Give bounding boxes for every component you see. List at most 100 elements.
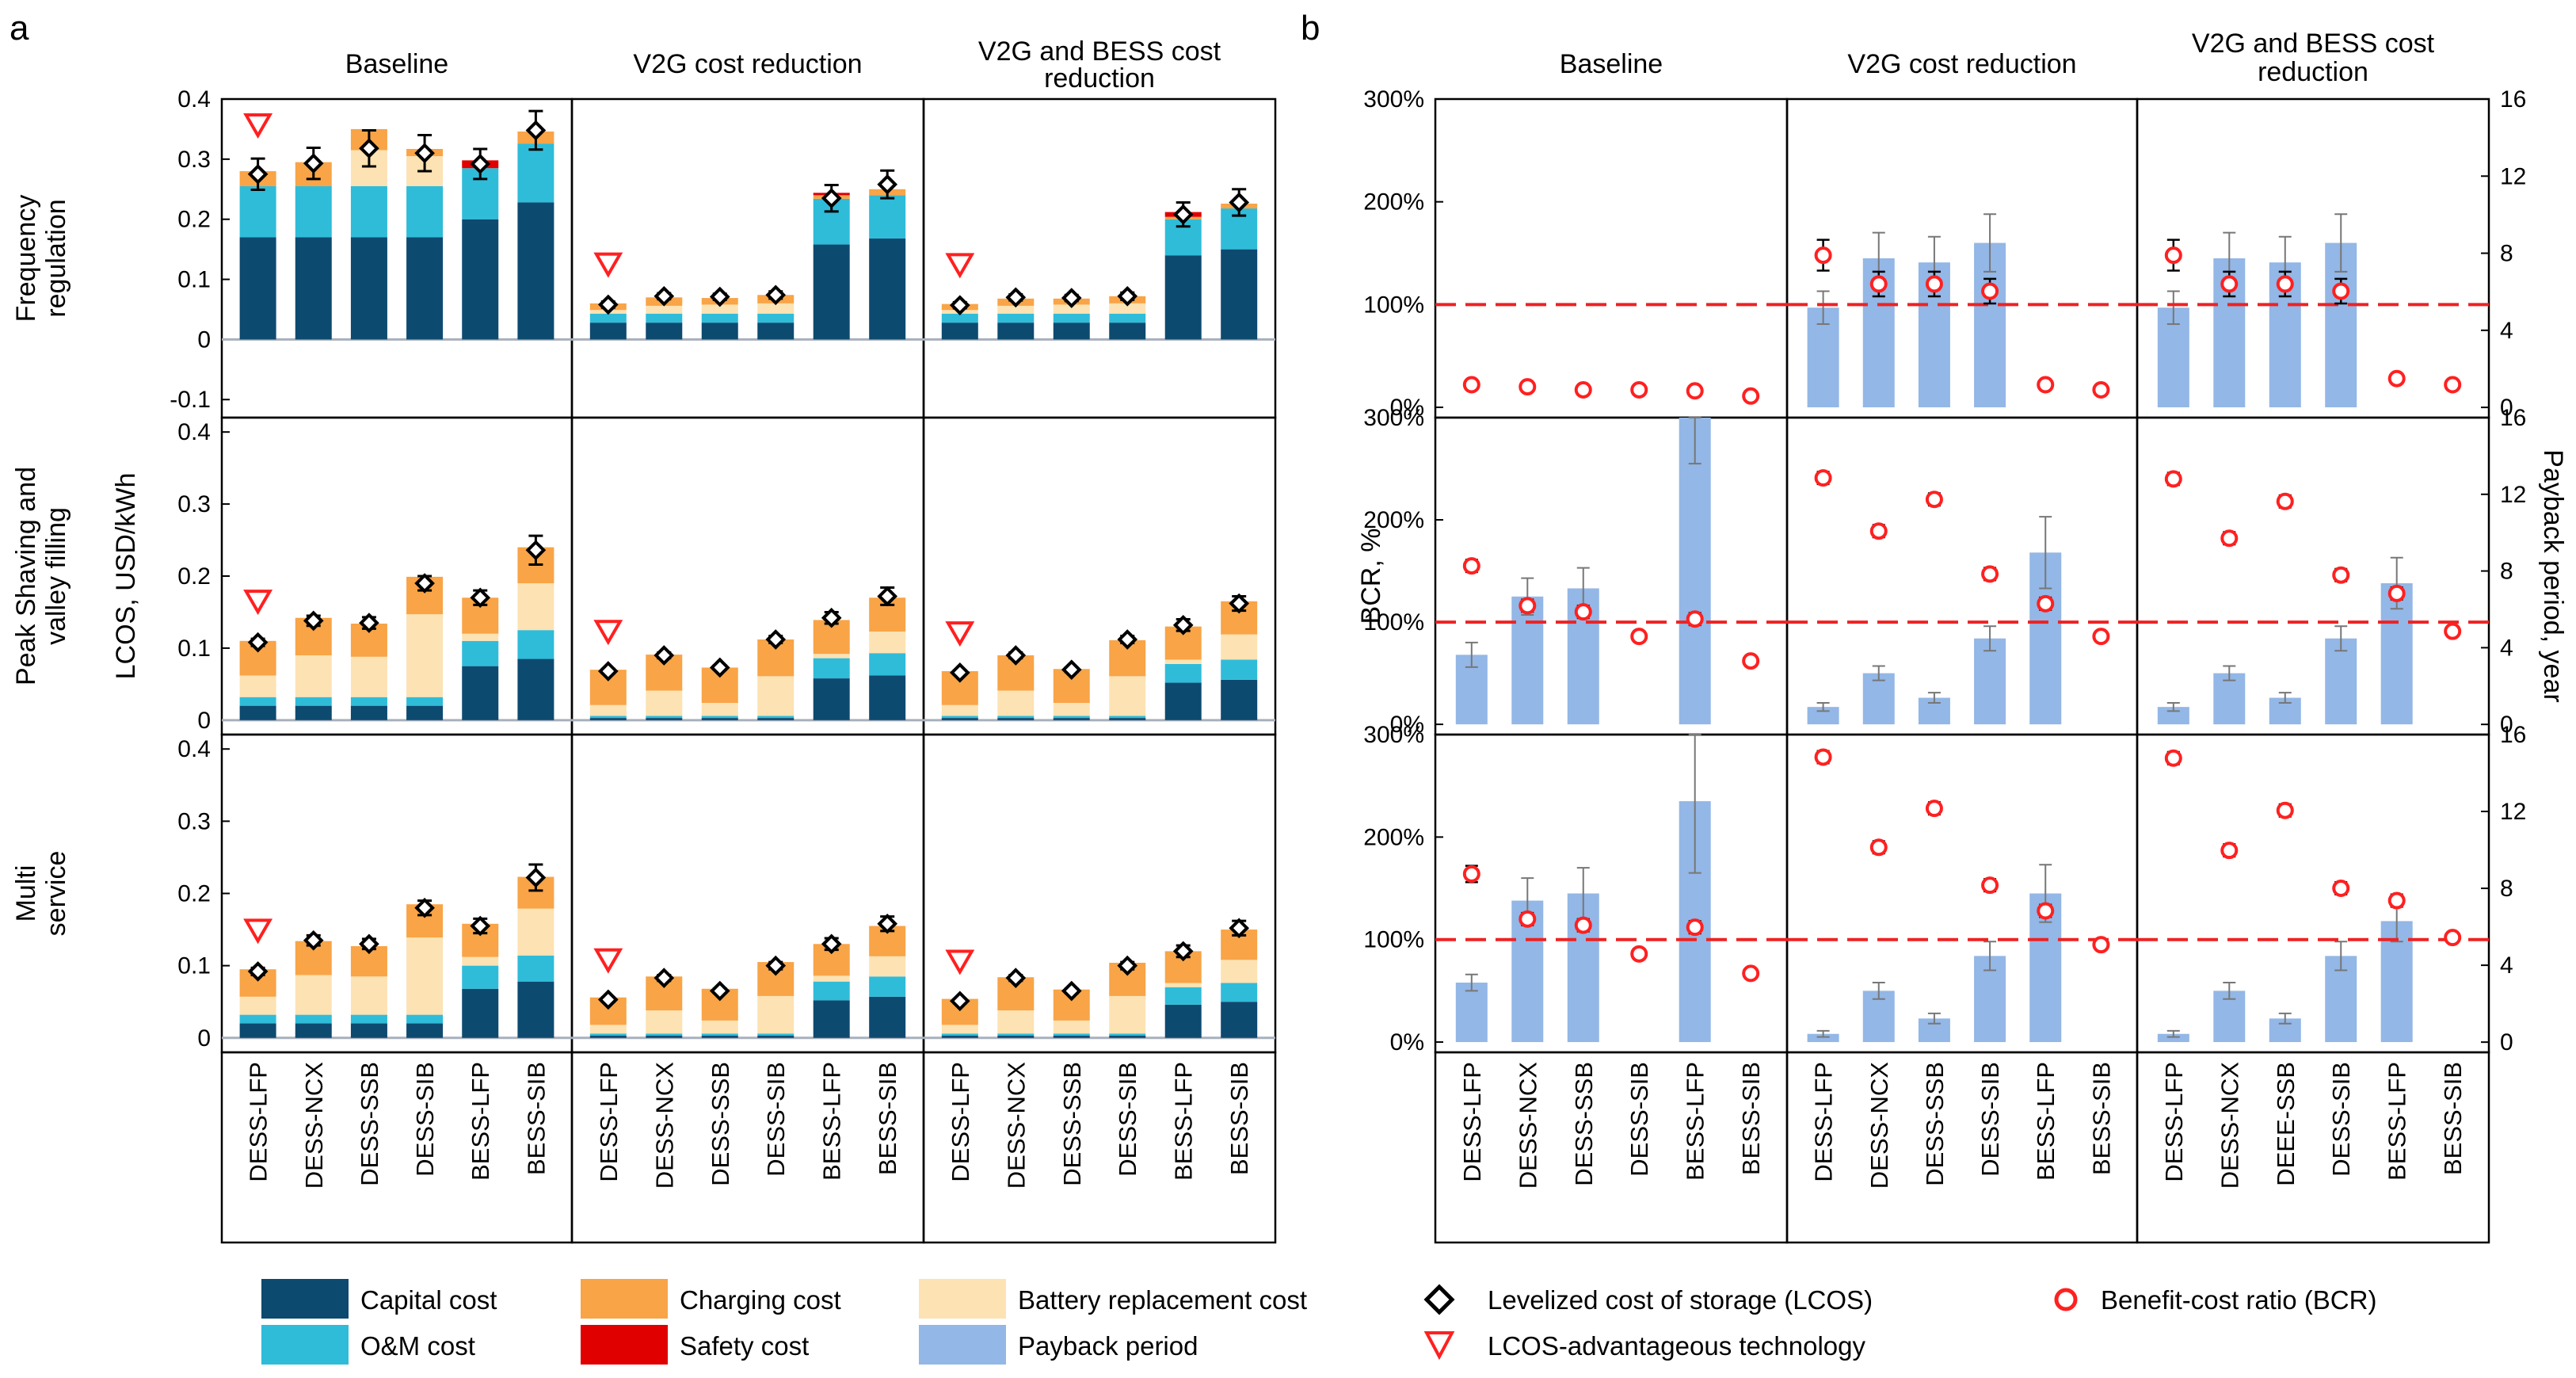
lcos-diamond-marker <box>1172 941 1194 962</box>
stacked-bar-capital-cost <box>869 238 906 340</box>
payback-period-bar <box>1511 596 1544 725</box>
panel-a-category-label: BESS-SIB <box>874 1062 901 1175</box>
stacked-bar-o-m-cost <box>517 143 554 203</box>
stacked-bar-capital-cost <box>757 1036 795 1038</box>
bcr-circle-marker <box>2220 529 2239 548</box>
panel-b-category-label: BESS-LFP <box>2384 1062 2411 1181</box>
panel-a-y-tick-label: 0 <box>197 708 211 734</box>
bcr-circle-marker <box>2332 566 2350 584</box>
lcos-advantage-triangle <box>945 253 975 279</box>
stacked-bar-battery-replacement-cost <box>295 975 332 1015</box>
legend-payback-swatch <box>919 1325 1006 1365</box>
bcr-circle-marker <box>1574 380 1592 399</box>
stacked-bar-capital-cost <box>517 658 554 720</box>
stacked-bar-capital-cost <box>589 718 627 720</box>
bcr-circle-marker <box>2037 902 2055 920</box>
bcr-circle-marker <box>2276 275 2294 293</box>
lcos-diamond-marker <box>949 991 970 1012</box>
stacked-bar-battery-replacement-cost <box>1109 995 1146 1034</box>
bcr-circle-marker <box>2276 492 2294 510</box>
lcos-diamond-marker <box>1005 645 1027 666</box>
stacked-bar-capital-cost <box>701 718 738 720</box>
panel-a-category-label: DESS-SIB <box>411 1062 439 1177</box>
stacked-bar-capital-cost <box>462 988 499 1038</box>
bcr-circle-marker <box>1630 628 1648 646</box>
panel-a-y-tick-label: 0.1 <box>177 267 211 293</box>
stacked-bar-o-m-cost <box>239 185 276 238</box>
stacked-bar-battery-replacement-cost <box>517 583 554 631</box>
stacked-bar-capital-cost <box>757 718 795 720</box>
stacked-bar-capital-cost <box>517 202 554 340</box>
bcr-circle-marker <box>2092 936 2110 954</box>
lcos-diamond-marker <box>525 867 547 888</box>
stacked-bar-battery-replacement-cost <box>239 996 276 1015</box>
payback-period-bar <box>2157 1033 2189 1043</box>
stacked-bar-o-m-cost <box>757 1033 795 1036</box>
stacked-bar-capital-cost <box>941 1036 978 1038</box>
stacked-bar-o-m-cost <box>701 313 738 323</box>
lcos-diamond-marker <box>247 163 269 185</box>
lcos-diamond-marker <box>303 153 324 174</box>
bcr-circle-marker <box>2332 282 2350 300</box>
lcos-diamond-marker <box>470 915 491 937</box>
bcr-circle-marker <box>1814 246 1832 265</box>
stacked-bar-capital-cost <box>350 237 387 340</box>
panel-b-column-title: Baseline <box>1560 49 1663 79</box>
panel-b-left-tick-label: 300% <box>1363 405 1424 431</box>
lcos-diamond-marker <box>247 632 269 653</box>
stacked-bar-o-m-cost <box>646 716 683 719</box>
stacked-bar-battery-replacement-cost <box>941 704 978 716</box>
lcos-advantage-triangle <box>243 918 273 945</box>
bcr-circle-marker <box>1462 557 1480 575</box>
stacked-bar-o-m-cost <box>295 697 332 706</box>
panel-b-subplot-frame <box>2136 416 2490 736</box>
lcos-diamond-marker <box>821 188 842 208</box>
lcos-advantage-triangle <box>593 620 623 646</box>
stacked-bar-o-m-cost <box>406 1014 444 1024</box>
bcr-circle-marker <box>2220 275 2239 293</box>
panel-b-right-tick-label: 8 <box>2500 559 2513 585</box>
stacked-bar-capital-cost <box>941 323 978 340</box>
stacked-bar-battery-replacement-cost <box>239 675 276 697</box>
panel-a-y-tick-label: 0.4 <box>177 419 211 445</box>
payback-period-bar <box>1862 673 1895 725</box>
stacked-bar-capital-cost <box>869 996 906 1038</box>
row-title-line: regulation <box>41 199 71 317</box>
panel-b-column-title: reduction <box>2258 57 2368 87</box>
lcos-diamond-marker <box>1117 955 1138 976</box>
stacked-bar-o-m-cost <box>701 1033 738 1036</box>
stacked-bar-capital-cost <box>1109 323 1146 340</box>
stacked-bar-capital-cost <box>869 675 906 720</box>
legend-replacement-label: Battery replacement cost <box>1018 1285 1307 1315</box>
stacked-bar-o-m-cost <box>1109 1033 1146 1036</box>
panel-b-category-label: DEEE-SSB <box>2272 1062 2300 1186</box>
panel-b-category-label: DESS-LFP <box>1810 1062 1838 1182</box>
lcos-diamond-marker <box>1117 285 1138 307</box>
panel-a-column-title: Baseline <box>345 49 448 79</box>
legend: Capital cost O&M cost Charging cost Safe… <box>261 1279 2376 1365</box>
lcos-diamond-marker <box>525 540 547 561</box>
legend-om-swatch <box>261 1325 349 1365</box>
stacked-bar-capital-cost <box>813 244 850 340</box>
lcos-diamond-marker <box>359 138 379 159</box>
lcos-diamond-marker <box>1061 659 1082 681</box>
bcr-circle-marker <box>2387 369 2406 387</box>
stacked-bar-capital-cost <box>350 705 387 720</box>
panel-b-category-label: DESS-SSB <box>1570 1062 1598 1186</box>
lcos-diamond-marker <box>1005 287 1027 308</box>
stacked-bar-capital-cost <box>1109 718 1146 720</box>
panel-b-category-frame <box>1434 1051 1789 1244</box>
stacked-bar-battery-replacement-cost <box>1109 303 1146 314</box>
stacked-bar-o-m-cost <box>869 653 906 676</box>
stacked-bar-o-m-cost <box>869 976 906 997</box>
panel-b-right-tick-label: 4 <box>2500 635 2513 661</box>
stacked-bar-capital-cost <box>646 323 683 340</box>
stacked-bar-o-m-cost <box>350 697 387 706</box>
lcos-diamond-marker <box>247 961 269 982</box>
bcr-circle-marker <box>1574 603 1592 621</box>
legend-safety-label: Safety cost <box>680 1331 809 1361</box>
stacked-bar-battery-replacement-cost <box>701 703 738 716</box>
bcr-circle-marker <box>2164 246 2182 265</box>
panel-b-category-label: BESS-LFP <box>2032 1062 2060 1181</box>
stacked-bar-capital-cost <box>517 981 554 1038</box>
